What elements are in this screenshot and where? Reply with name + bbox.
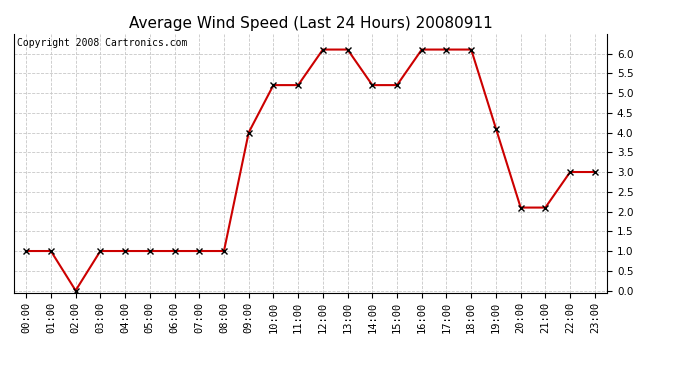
Text: Copyright 2008 Cartronics.com: Copyright 2008 Cartronics.com: [17, 38, 187, 48]
Title: Average Wind Speed (Last 24 Hours) 20080911: Average Wind Speed (Last 24 Hours) 20080…: [128, 16, 493, 31]
